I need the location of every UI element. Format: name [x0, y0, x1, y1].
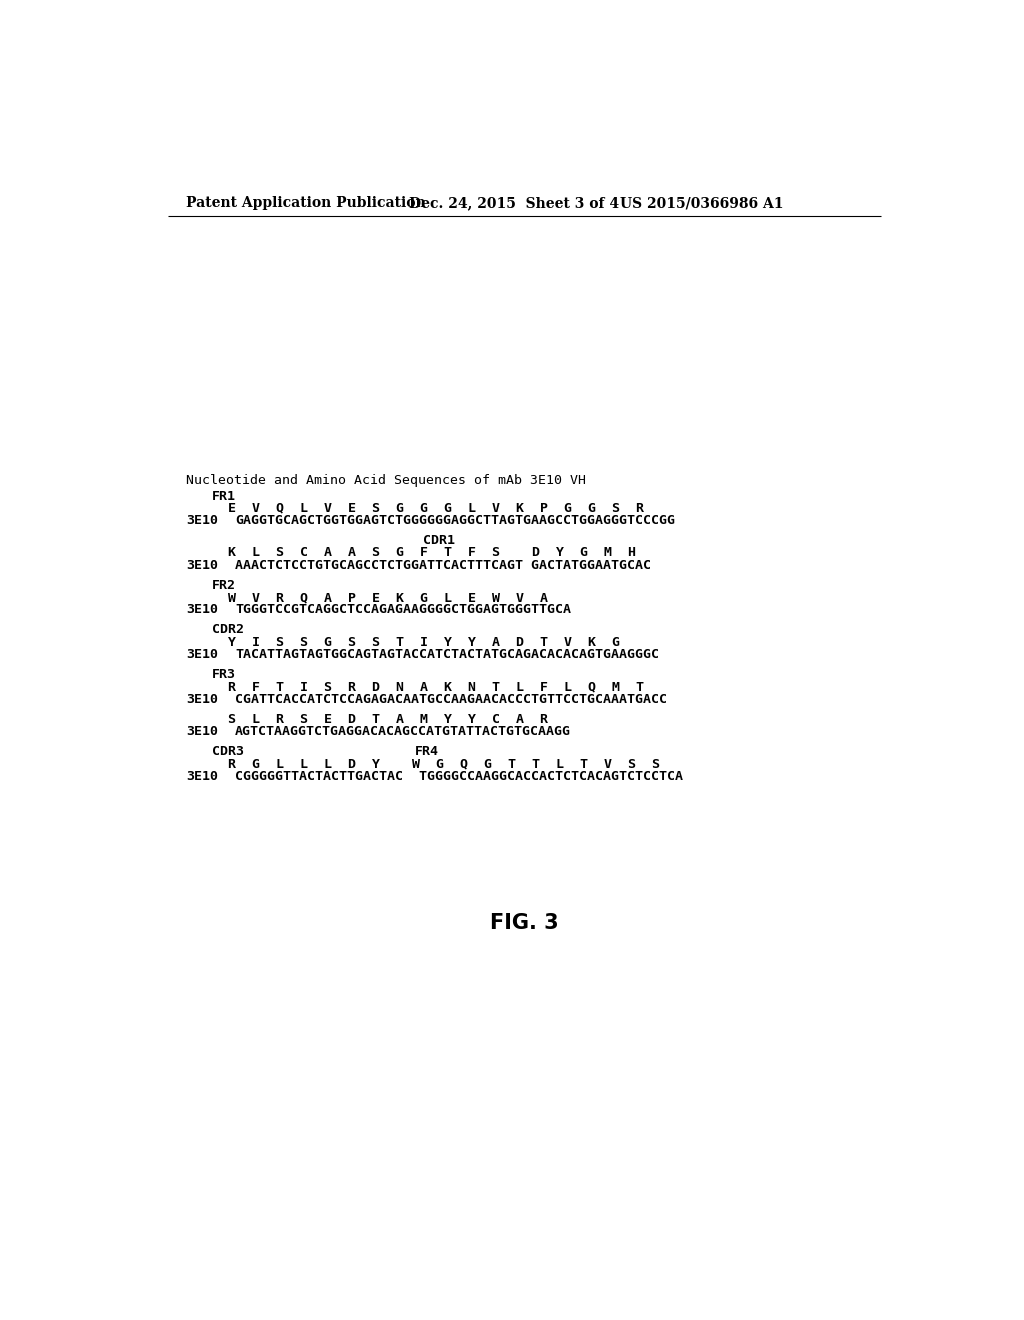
Text: FR2: FR2: [212, 579, 236, 591]
Text: R  F  T  I  S  R  D  N  A  K  N  T  L  F  L  Q  M  T: R F T I S R D N A K N T L F L Q M T: [212, 681, 644, 693]
Text: TGGGTCCGTCAGGCTCCAGAGAAGGGGCTGGAGTGGGTTGCA: TGGGTCCGTCAGGCTCCAGAGAAGGGGCTGGAGTGGGTTG…: [234, 603, 571, 616]
Text: CDR2: CDR2: [212, 623, 244, 636]
Text: W  V  R  Q  A  P  E  K  G  L  E  W  V  A: W V R Q A P E K G L E W V A: [212, 591, 548, 605]
Text: CGGGGGTTACTACTTGACTAC  TGGGGCCAAGGCACCACTCTCACAGTCTCCTCA: CGGGGGTTACTACTTGACTAC TGGGGCCAAGGCACCACT…: [234, 770, 683, 783]
Text: Patent Application Publication: Patent Application Publication: [186, 197, 426, 210]
Text: FR1: FR1: [212, 490, 236, 503]
Text: Dec. 24, 2015  Sheet 3 of 4: Dec. 24, 2015 Sheet 3 of 4: [410, 197, 620, 210]
Text: CGATTCACCATCTCCAGAGACAATGCCAAGAACACCCTGTTCCTGCAAATGACC: CGATTCACCATCTCCAGAGACAATGCCAAGAACACCCTGT…: [234, 693, 667, 706]
Text: 3E10: 3E10: [186, 603, 218, 616]
Text: K  L  S  C  A  A  S  G  F  T  F  S    D  Y  G  M  H: K L S C A A S G F T F S D Y G M H: [212, 546, 636, 560]
Text: AAACTCTCCTGTGCAGCCTCTGGATTCACTTTCAGT GACTATGGAATGCAC: AAACTCTCCTGTGCAGCCTCTGGATTCACTTTCAGT GAC…: [234, 558, 651, 572]
Text: TACATTAGTAGTGGCAGTAGTACCATCTACTATGCAGACACACAGTGAAGGGC: TACATTAGTAGTGGCAGTAGTACCATCTACTATGCAGACA…: [234, 648, 659, 661]
Text: Nucleotide and Amino Acid Sequences of mAb 3E10 VH: Nucleotide and Amino Acid Sequences of m…: [186, 474, 586, 487]
Text: FR3: FR3: [212, 668, 236, 681]
Text: E  V  Q  L  V  E  S  G  G  G  L  V  K  P  G  G  S  R: E V Q L V E S G G G L V K P G G S R: [212, 502, 644, 515]
Text: S  L  R  S  E  D  T  A  M  Y  Y  C  A  R: S L R S E D T A M Y Y C A R: [212, 713, 548, 726]
Text: 3E10: 3E10: [186, 770, 218, 783]
Text: 3E10: 3E10: [186, 648, 218, 661]
Text: 3E10: 3E10: [186, 515, 218, 527]
Text: 3E10: 3E10: [186, 725, 218, 738]
Text: FIG. 3: FIG. 3: [490, 913, 559, 933]
Text: US 2015/0366986 A1: US 2015/0366986 A1: [621, 197, 783, 210]
Text: Y  I  S  S  G  S  S  T  I  Y  Y  A  D  T  V  K  G: Y I S S G S S T I Y Y A D T V K G: [212, 636, 620, 649]
Text: GAGGTGCAGCTGGTGGAGTCTGGGGGGAGGCTTAGTGAAGCCTGGAGGGTCCCGG: GAGGTGCAGCTGGTGGAGTCTGGGGGGAGGCTTAGTGAAG…: [234, 515, 675, 527]
Text: CDR3: CDR3: [212, 744, 244, 758]
Text: AGTCTAAGGTCTGAGGACACAGCCATGTATTACTGTGCAAGG: AGTCTAAGGTCTGAGGACACAGCCATGTATTACTGTGCAA…: [234, 725, 571, 738]
Text: 3E10: 3E10: [186, 558, 218, 572]
Text: 3E10: 3E10: [186, 693, 218, 706]
Text: CDR1: CDR1: [423, 535, 455, 548]
Text: R  G  L  L  L  D  Y    W  G  Q  G  T  T  L  T  V  S  S: R G L L L D Y W G Q G T T L T V S S: [212, 758, 659, 771]
Text: FR4: FR4: [415, 744, 438, 758]
